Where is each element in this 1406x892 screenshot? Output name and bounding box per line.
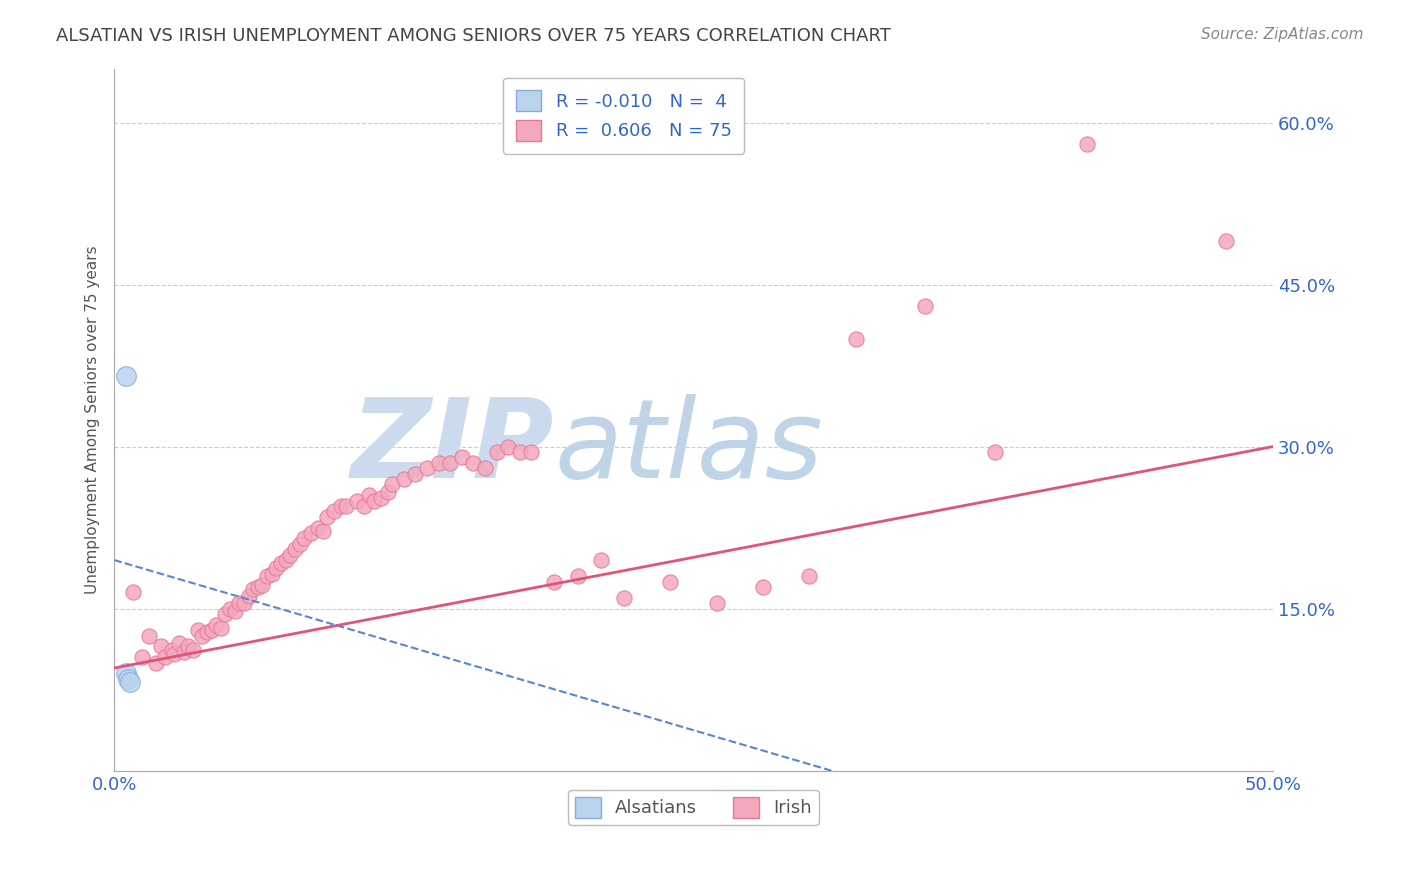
Text: ZIP: ZIP	[352, 394, 554, 501]
Point	[377, 485, 399, 500]
Point	[509, 445, 531, 459]
Point	[238, 589, 260, 603]
Point	[288, 537, 311, 551]
Point	[138, 629, 160, 643]
Text: atlas: atlas	[554, 394, 823, 501]
Point	[114, 666, 136, 681]
Point	[799, 569, 821, 583]
Point	[181, 642, 204, 657]
Point	[659, 574, 682, 589]
Point	[439, 456, 461, 470]
Point	[567, 569, 589, 583]
Point	[330, 499, 353, 513]
Point	[270, 556, 292, 570]
Point	[167, 636, 190, 650]
Point	[191, 629, 214, 643]
Point	[589, 553, 612, 567]
Point	[312, 524, 335, 538]
Point	[335, 499, 357, 513]
Point	[117, 672, 139, 686]
Point	[209, 621, 232, 635]
Point	[149, 640, 172, 654]
Point	[266, 560, 288, 574]
Point	[246, 580, 269, 594]
Point	[120, 675, 142, 690]
Point	[195, 625, 218, 640]
Point	[752, 580, 775, 594]
Point	[173, 645, 195, 659]
Point	[163, 647, 186, 661]
Legend: Alsatians, Irish: Alsatians, Irish	[568, 789, 818, 825]
Point	[613, 591, 636, 605]
Point	[200, 624, 222, 638]
Point	[160, 642, 183, 657]
Point	[153, 650, 176, 665]
Point	[121, 585, 143, 599]
Point	[323, 504, 346, 518]
Point	[187, 624, 209, 638]
Point	[1076, 137, 1098, 152]
Point	[292, 532, 315, 546]
Point	[404, 467, 426, 481]
Point	[233, 596, 256, 610]
Point	[496, 440, 519, 454]
Point	[228, 596, 250, 610]
Point	[346, 493, 368, 508]
Point	[316, 509, 339, 524]
Point	[706, 596, 728, 610]
Point	[256, 569, 278, 583]
Point	[177, 640, 200, 654]
Text: Source: ZipAtlas.com: Source: ZipAtlas.com	[1201, 27, 1364, 42]
Point	[205, 618, 228, 632]
Point	[381, 477, 404, 491]
Point	[983, 445, 1005, 459]
Point	[114, 369, 136, 384]
Point	[274, 553, 297, 567]
Point	[543, 574, 565, 589]
Point	[299, 526, 322, 541]
Point	[242, 582, 264, 597]
Point	[520, 445, 543, 459]
Point	[284, 542, 307, 557]
Point	[370, 491, 392, 506]
Text: ALSATIAN VS IRISH UNEMPLOYMENT AMONG SENIORS OVER 75 YEARS CORRELATION CHART: ALSATIAN VS IRISH UNEMPLOYMENT AMONG SEN…	[56, 27, 891, 45]
Point	[914, 299, 936, 313]
Point	[363, 493, 385, 508]
Point	[224, 604, 246, 618]
Point	[260, 567, 283, 582]
Point	[450, 450, 472, 465]
Point	[278, 548, 301, 562]
Point	[463, 456, 485, 470]
Point	[474, 461, 496, 475]
Y-axis label: Unemployment Among Seniors over 75 years: Unemployment Among Seniors over 75 years	[86, 245, 100, 594]
Point	[252, 578, 274, 592]
Point	[845, 332, 868, 346]
Point	[307, 521, 329, 535]
Point	[392, 472, 415, 486]
Point	[353, 499, 375, 513]
Point	[214, 607, 236, 621]
Point	[485, 445, 508, 459]
Point	[416, 461, 439, 475]
Point	[219, 601, 242, 615]
Point	[427, 456, 450, 470]
Point	[131, 650, 153, 665]
Point	[1215, 235, 1237, 249]
Point	[145, 656, 167, 670]
Point	[359, 488, 381, 502]
